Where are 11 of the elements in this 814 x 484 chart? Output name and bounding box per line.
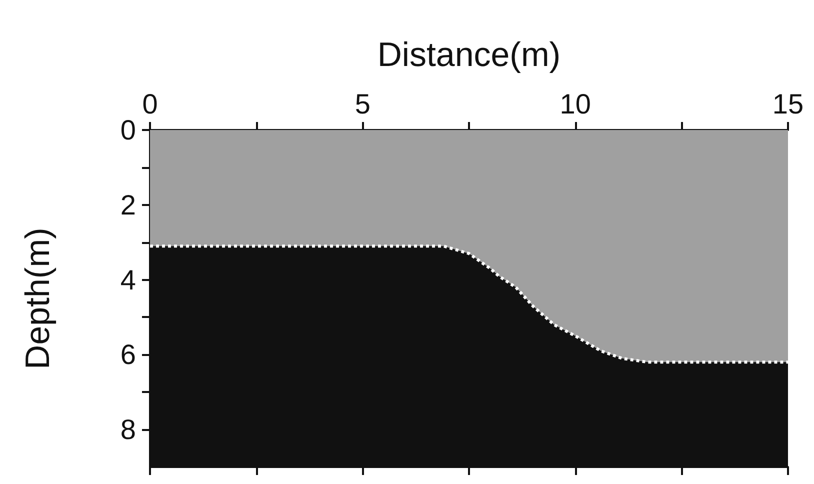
y-tick-label: 8 bbox=[120, 414, 136, 446]
x-axis-title: Distance(m) bbox=[377, 36, 561, 74]
y-axis-title: Depth(m) bbox=[19, 228, 57, 370]
x-tick-label: 10 bbox=[560, 88, 591, 120]
x-tick-label: 15 bbox=[772, 88, 804, 120]
y-tick-label: 6 bbox=[120, 339, 136, 370]
x-tick-label: 0 bbox=[142, 88, 158, 120]
x-tick-label: 5 bbox=[354, 88, 370, 120]
y-tick-label: 2 bbox=[120, 189, 136, 220]
y-tick-label: 0 bbox=[120, 114, 136, 146]
y-tick-label: 4 bbox=[120, 264, 136, 296]
